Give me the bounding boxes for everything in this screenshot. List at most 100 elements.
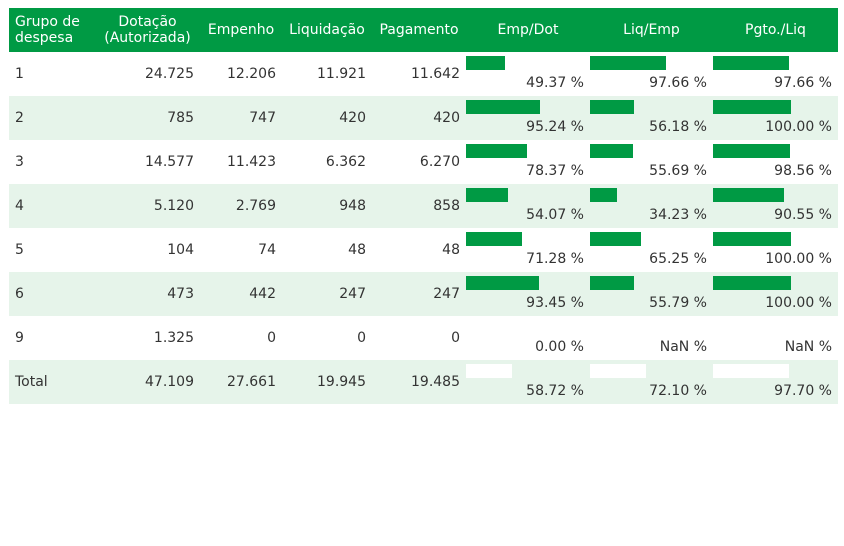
cell-pagamento: 247 — [372, 272, 466, 316]
cell-grupo: Total — [9, 360, 95, 404]
cell-liq-emp: 72.10 % — [590, 360, 713, 404]
emp-dot-bar — [466, 364, 512, 378]
cell-pagamento: 858 — [372, 184, 466, 228]
emp-dot-bar — [466, 100, 540, 114]
cell-pgto-liq: 90.55 % — [713, 184, 838, 228]
pgto-liq-label: NaN % — [784, 339, 832, 355]
table-body: 1 24.725 12.206 11.921 11.642 49.37 % 97.66 % 9… — [9, 52, 838, 404]
cell-liq-emp: 55.69 % — [590, 140, 713, 184]
pgto-liq-bar — [713, 364, 789, 378]
pgto-liq-bar — [713, 100, 791, 114]
header-grupo[interactable]: Grupo de despesa — [9, 8, 95, 52]
emp-dot-label: 54.07 % — [526, 207, 584, 223]
cell-pagamento: 11.642 — [411, 66, 460, 82]
cell-pagamento: 48 — [442, 242, 460, 258]
cell-liquidacao: 11.921 — [317, 66, 366, 82]
liq-emp-bar — [590, 364, 646, 378]
table-row: 2 785 747 420 420 95.24 % 56.18 % 100.00 % — [9, 96, 838, 140]
liq-emp-label: NaN % — [659, 339, 707, 355]
liq-emp-label: 65.25 % — [649, 251, 707, 267]
table-row: 1 24.725 12.206 11.921 11.642 49.37 % 97.66 % 9… — [9, 52, 838, 96]
header-dotacao[interactable]: Dotação (Autorizada) — [95, 8, 200, 52]
pgto-liq-bar — [713, 144, 790, 158]
pgto-liq-label: 100.00 % — [765, 119, 832, 135]
cell-grupo: 9 — [15, 330, 24, 346]
cell-dotacao: 473 — [95, 272, 200, 316]
cell-emp-dot: 49.37 % — [466, 52, 590, 96]
cell-liq-emp: 55.79 % — [590, 272, 713, 316]
header-liq-emp[interactable]: Liq/Emp — [590, 8, 713, 52]
liq-emp-bar — [590, 188, 617, 202]
liq-emp-label: 72.10 % — [649, 383, 707, 399]
cell-dotacao: 14.577 — [145, 154, 194, 170]
total-row: Total 47.109 27.661 19.945 19.485 58.72 % 72.1… — [9, 360, 838, 404]
cell-liquidacao: 6.362 — [325, 154, 366, 170]
cell-empenho: 74 — [258, 242, 276, 258]
pgto-liq-bar — [713, 56, 789, 70]
cell-pgto-liq: 100.00 % — [713, 272, 838, 316]
cell-dotacao: 785 — [95, 96, 200, 140]
emp-dot-label: 95.24 % — [526, 119, 584, 135]
cell-emp-dot: 71.28 % — [466, 228, 590, 272]
cell-pgto-liq: NaN % — [713, 316, 838, 360]
header-emp-dot[interactable]: Emp/Dot — [466, 8, 590, 52]
cell-pgto-liq: 97.70 % — [713, 360, 838, 404]
liq-emp-label: 56.18 % — [649, 119, 707, 135]
cell-empenho: 12.206 — [227, 66, 276, 82]
cell-emp-dot: 78.37 % — [466, 140, 590, 184]
cell-liq-emp: 65.25 % — [590, 228, 713, 272]
budget-table: Grupo de despesa Dotação (Autorizada) Em… — [9, 8, 838, 404]
cell-dotacao: 1.325 — [153, 330, 194, 346]
cell-dotacao: 104 — [167, 242, 194, 258]
cell-pagamento: 6.270 — [419, 154, 460, 170]
emp-dot-bar — [466, 144, 527, 158]
pgto-liq-bar — [713, 276, 791, 290]
cell-empenho: 2.769 — [200, 184, 282, 228]
cell-pgto-liq: 100.00 % — [713, 228, 838, 272]
cell-dotacao: 24.725 — [145, 66, 194, 82]
emp-dot-label: 0.00 % — [535, 339, 584, 355]
liq-emp-bar — [590, 56, 666, 70]
cell-liquidacao: 0 — [357, 330, 366, 346]
cell-emp-dot: 54.07 % — [466, 184, 590, 228]
liq-emp-label: 97.66 % — [649, 75, 707, 91]
emp-dot-bar — [466, 276, 539, 290]
emp-dot-label: 49.37 % — [526, 75, 584, 91]
liq-emp-bar — [590, 232, 641, 246]
pgto-liq-label: 100.00 % — [765, 295, 832, 311]
cell-pagamento: 0 — [451, 330, 460, 346]
pgto-liq-label: 98.56 % — [774, 163, 832, 179]
emp-dot-label: 71.28 % — [526, 251, 584, 267]
cell-grupo: 3 — [15, 154, 24, 170]
cell-liquidacao: 48 — [348, 242, 366, 258]
cell-pgto-liq: 97.66 % — [713, 52, 838, 96]
table-row: 4 5.120 2.769 948 858 54.07 % 34.23 % 90.55 % — [9, 184, 838, 228]
cell-empenho: 747 — [200, 96, 282, 140]
cell-liq-emp: 56.18 % — [590, 96, 713, 140]
cell-emp-dot: 0.00 % — [466, 316, 590, 360]
cell-liquidacao: 948 — [282, 184, 372, 228]
emp-dot-bar — [466, 56, 505, 70]
cell-liquidacao: 247 — [282, 272, 372, 316]
header-pagamento[interactable]: Pagamento — [372, 8, 466, 52]
emp-dot-bar — [466, 232, 522, 246]
cell-emp-dot: 93.45 % — [466, 272, 590, 316]
cell-dotacao: 5.120 — [95, 184, 200, 228]
pgto-liq-bar — [713, 188, 784, 202]
cell-pagamento: 420 — [372, 96, 466, 140]
header-liquidacao[interactable]: Liquidação — [282, 8, 372, 52]
table-row: 9 1.325 0 0 0 0.00 % NaN % NaN % — [9, 316, 838, 360]
table-row: 3 14.577 11.423 6.362 6.270 78.37 % 55.69 % 98.… — [9, 140, 838, 184]
emp-dot-bar — [466, 188, 508, 202]
liq-emp-bar — [590, 276, 634, 290]
emp-dot-label: 78.37 % — [526, 163, 584, 179]
pgto-liq-label: 90.55 % — [774, 207, 832, 223]
cell-liq-emp: NaN % — [590, 316, 713, 360]
liq-emp-bar — [590, 144, 633, 158]
cell-emp-dot: 58.72 % — [466, 360, 590, 404]
header-row: Grupo de despesa Dotação (Autorizada) Em… — [9, 8, 838, 52]
cell-grupo: 4 — [9, 184, 95, 228]
header-pgto-liq[interactable]: Pgto./Liq — [713, 8, 838, 52]
pgto-liq-label: 97.70 % — [774, 383, 832, 399]
header-empenho[interactable]: Empenho — [200, 8, 282, 52]
